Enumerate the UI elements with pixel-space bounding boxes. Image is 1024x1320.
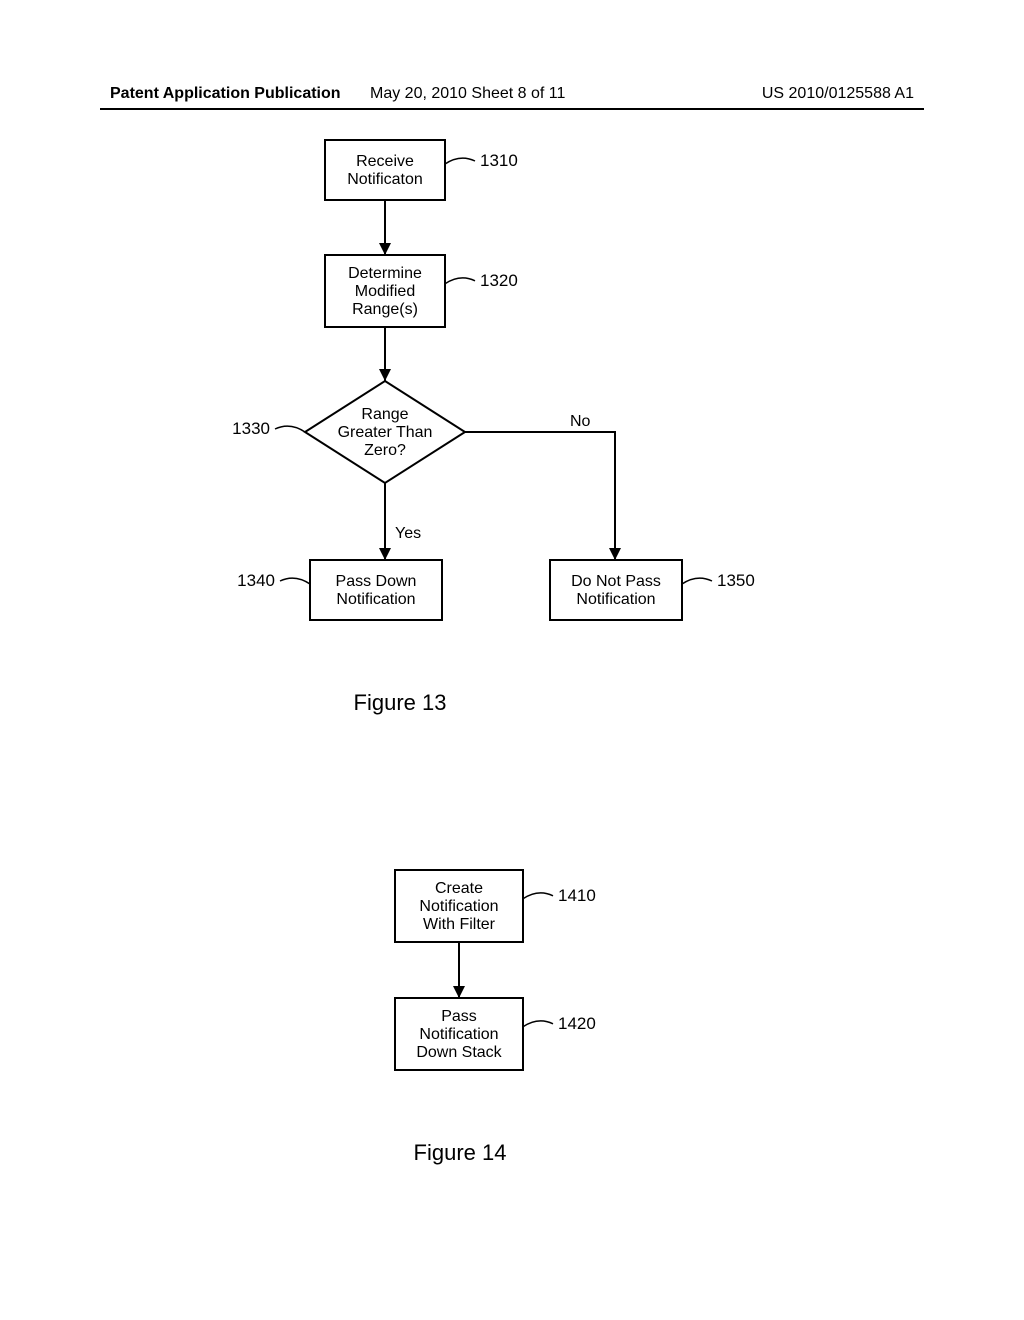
box-text: Pass — [441, 1008, 477, 1025]
ref-label: 1350 — [717, 571, 755, 590]
flowchart-box-n1350 — [550, 560, 682, 620]
box-text: Notification — [419, 1026, 498, 1043]
box-text: Determine — [348, 265, 422, 282]
figure-14: CreateNotificationWith Filter1410PassNot… — [395, 870, 596, 1165]
flowchart-box-n1340 — [310, 560, 442, 620]
box-text: With Filter — [423, 916, 496, 933]
diamond-text: Zero? — [364, 442, 406, 459]
diamond-text: Range — [361, 406, 408, 423]
figure-14-title: Figure 14 — [414, 1140, 507, 1165]
edge-label: Yes — [395, 525, 421, 542]
box-text: Pass Down — [336, 573, 417, 590]
ref-label: 1310 — [480, 151, 518, 170]
ref-label: 1420 — [558, 1014, 596, 1033]
box-text: Notificaton — [347, 171, 423, 188]
box-text: Range(s) — [352, 301, 418, 318]
figure-13: ReceiveNotificaton1310DetermineModifiedR… — [232, 140, 755, 715]
box-text: Notification — [336, 591, 415, 608]
flowchart-box-n1310 — [325, 140, 445, 200]
box-text: Notification — [419, 898, 498, 915]
box-text: Down Stack — [416, 1044, 502, 1061]
diamond-text: Greater Than — [338, 424, 433, 441]
flowchart-edge — [465, 432, 615, 560]
box-text: Modified — [355, 283, 415, 300]
ref-label: 1340 — [237, 571, 275, 590]
box-text: Notification — [576, 591, 655, 608]
ref-label: 1330 — [232, 419, 270, 438]
ref-label: 1410 — [558, 886, 596, 905]
box-text: Do Not Pass — [571, 573, 661, 590]
edge-label: No — [570, 413, 591, 430]
box-text: Receive — [356, 153, 414, 170]
box-text: Create — [435, 880, 483, 897]
ref-label: 1320 — [480, 271, 518, 290]
figure-13-title: Figure 13 — [354, 690, 447, 715]
diagram-canvas: ReceiveNotificaton1310DetermineModifiedR… — [0, 0, 1024, 1320]
